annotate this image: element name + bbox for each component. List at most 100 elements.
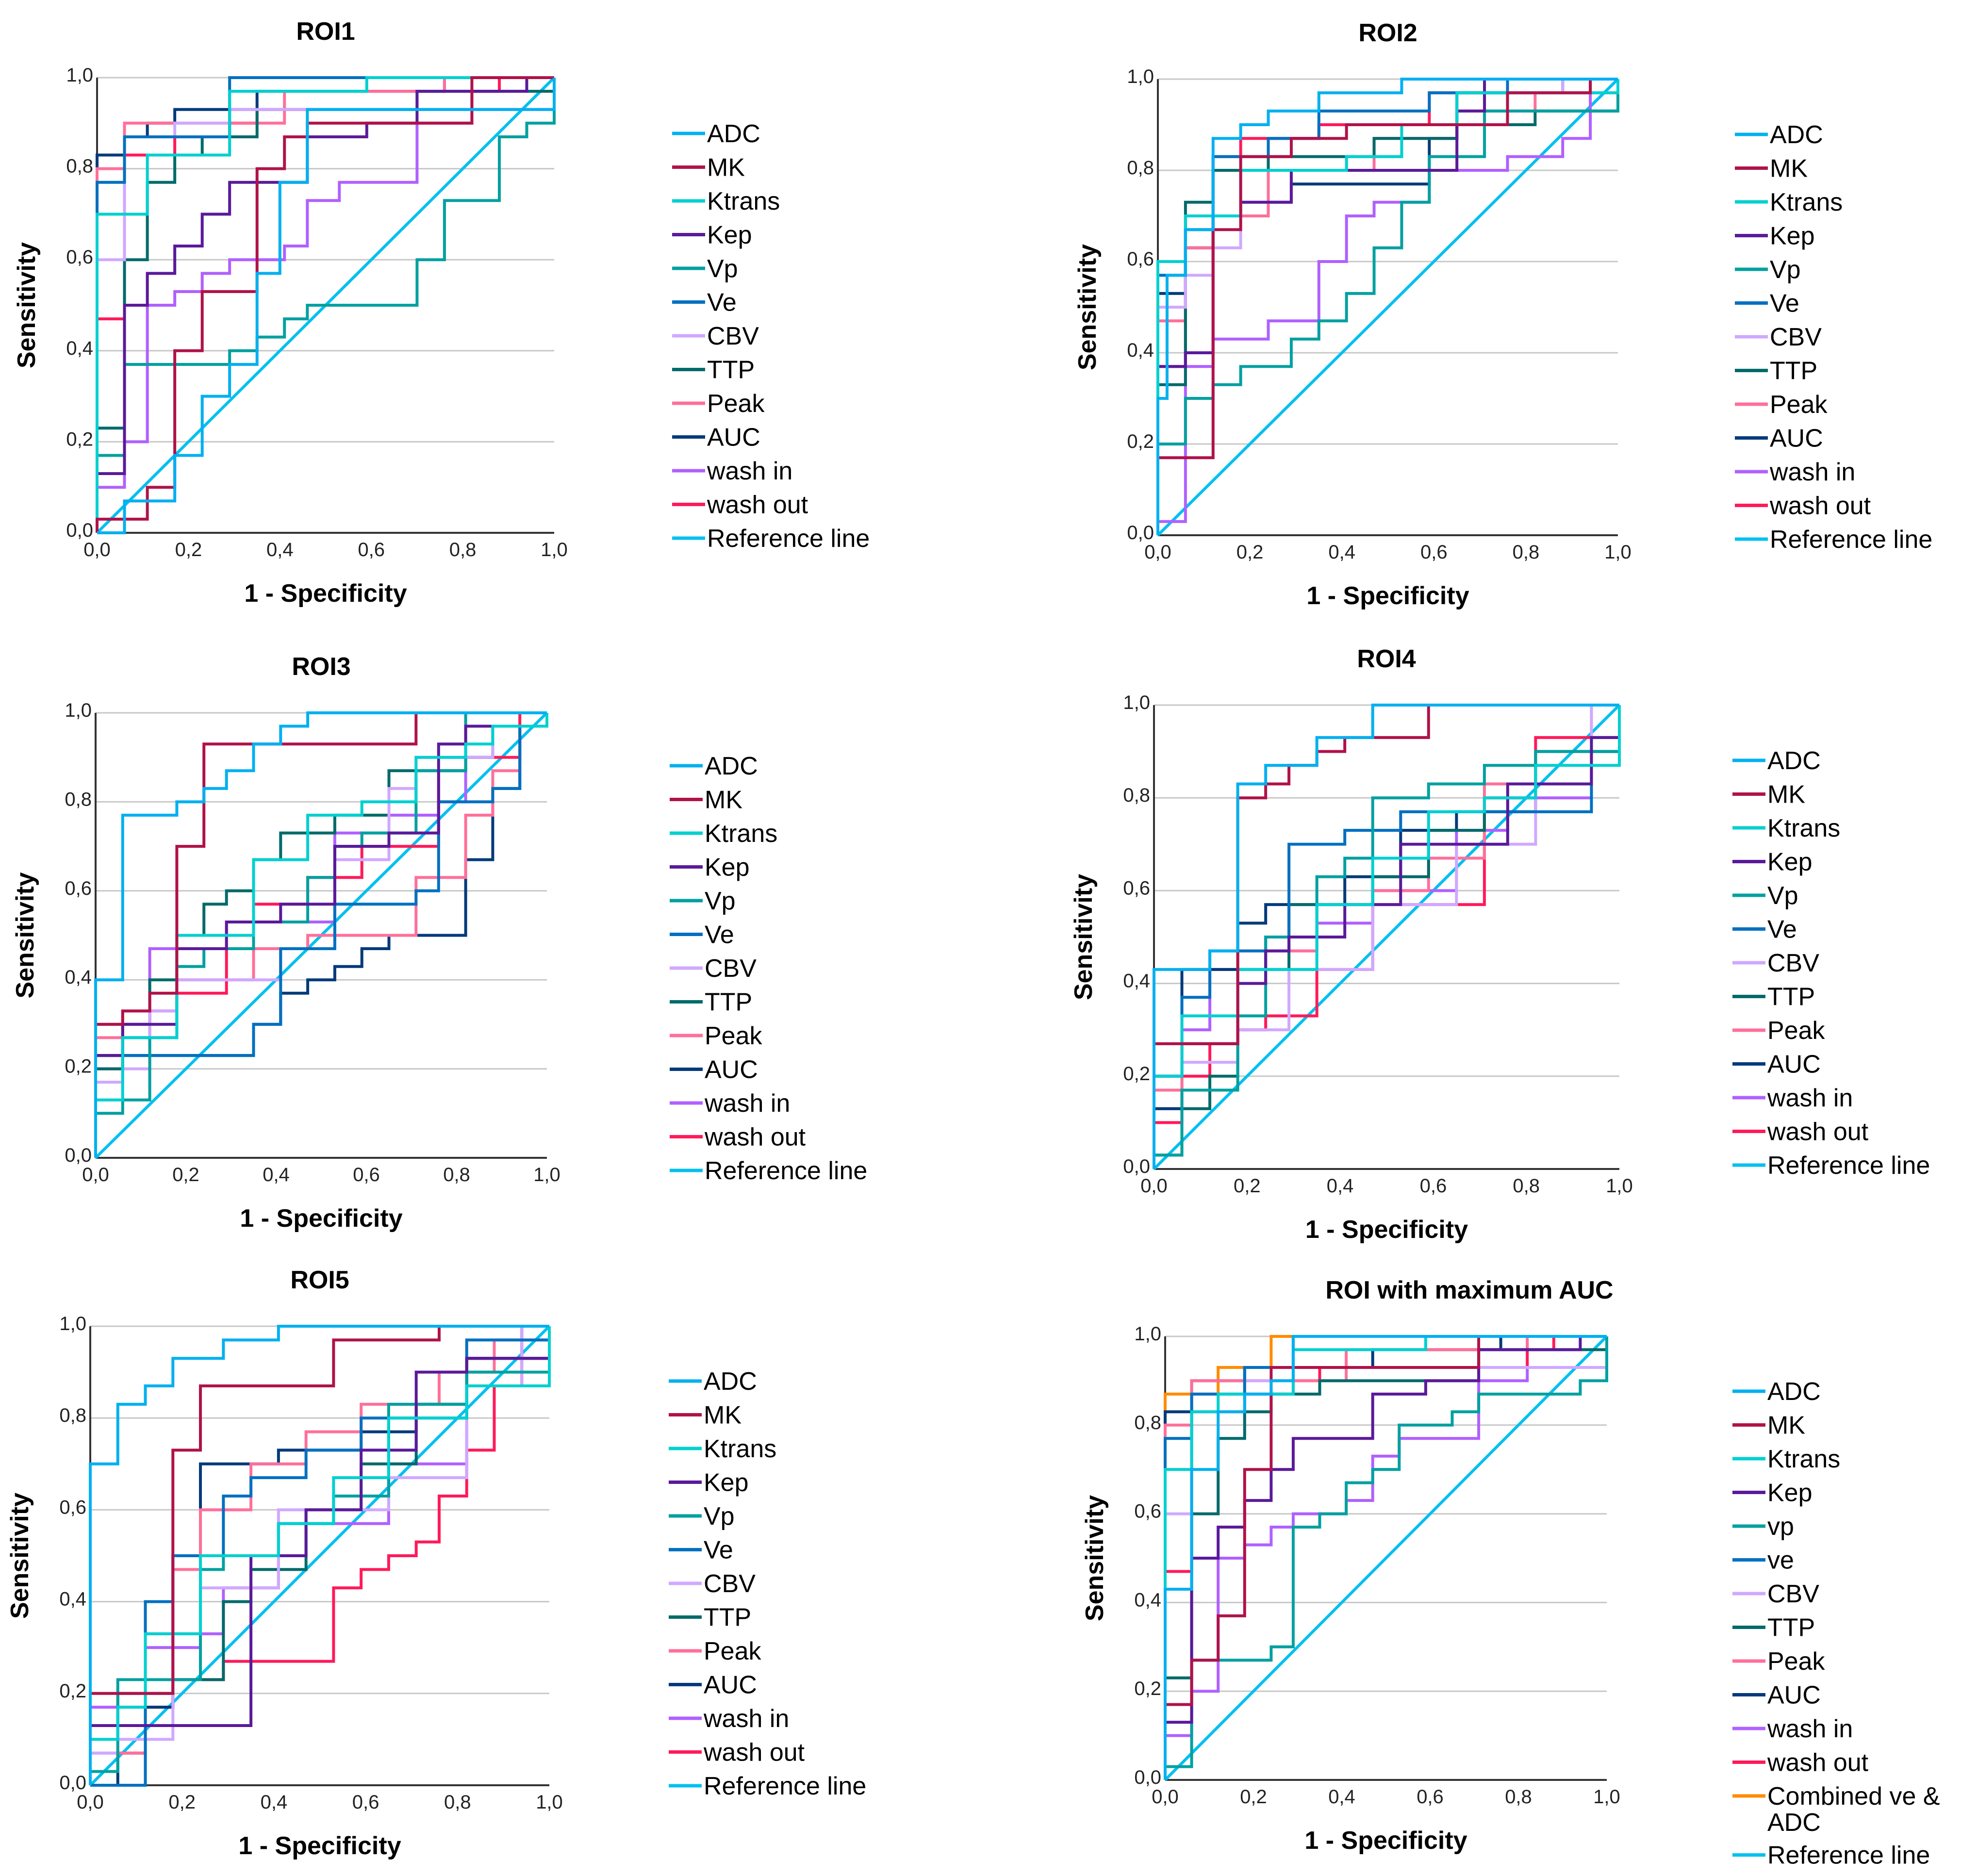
legend-label: Combined ve & — [1767, 1782, 1940, 1810]
roc-curve-ktrans — [94, 713, 548, 1158]
legend-label: Reference line — [707, 525, 870, 553]
roc-curve-vp — [1156, 79, 1619, 535]
y-tick-label: 0,8 — [1123, 785, 1150, 806]
legend-label: ADC — [1767, 1378, 1821, 1406]
legend-item: CBV — [670, 954, 757, 983]
legend-label: MK — [707, 154, 745, 182]
legend-label: Reference line — [1767, 1152, 1930, 1180]
roc-curve-ktrans — [1153, 705, 1621, 1169]
y-tick-label: 0,2 — [1127, 431, 1154, 452]
legend-item: Peak — [670, 1022, 763, 1050]
y-tick-label: 1,0 — [65, 700, 92, 721]
legend-label: ADC — [707, 120, 760, 148]
legend-item: Vp — [1735, 256, 1801, 284]
legend-label: Vp — [1770, 256, 1801, 284]
roc-panel-2: ROI2 0,0 0,2 0,4 0,6 0,8 1,0 0,0 0,2 0,4 0,6 0,8 1,0… — [1073, 19, 1932, 610]
roc-curve-adc — [94, 711, 547, 1158]
legend-item: wash out — [1732, 1118, 1869, 1146]
legend-item-reference: Reference line — [672, 525, 870, 553]
legend-label: AUC — [707, 424, 760, 452]
roc-curve-mk — [94, 711, 547, 1158]
x-axis-label: 1 - Specificity — [244, 579, 407, 608]
x-tick-label: 1,0 — [1604, 542, 1631, 563]
legend-item: CBV — [672, 322, 759, 350]
legend-label: Vp — [707, 255, 738, 283]
x-tick-label: 0,0 — [77, 1792, 104, 1813]
y-axis-label: Sensitivity — [1073, 244, 1102, 370]
roc-panel-4: ROI4 0,0 0,2 0,4 0,6 0,8 1,0 0,0 0,2 0,4 0,6 0,8 1,0… — [1070, 645, 1930, 1244]
y-axis-label: Sensitivity — [1070, 874, 1098, 1000]
roc-curve-ktrans — [1156, 79, 1619, 535]
x-tick-label: 0,4 — [266, 539, 294, 560]
legend-label: Ktrans — [704, 1435, 776, 1463]
legend-label: Vp — [705, 887, 736, 915]
y-tick-label: 0,6 — [1127, 248, 1154, 270]
x-axis-label: 1 - Specificity — [240, 1204, 402, 1233]
legend-label: vp — [1767, 1513, 1794, 1541]
legend-label: Kep — [1770, 222, 1815, 250]
legend-item: Vp — [669, 1502, 735, 1530]
roc-curve-adc — [1153, 704, 1619, 1169]
legend-item: TTP — [669, 1604, 751, 1632]
roc-curve-ktrans — [1164, 1335, 1607, 1780]
legend-label: wash in — [707, 457, 792, 485]
legend-item: Ve — [1735, 290, 1799, 318]
legend-item: wash out — [670, 1123, 806, 1152]
x-axis-label: 1 - Specificity — [238, 1832, 401, 1860]
legend-item: ve — [1732, 1547, 1794, 1575]
x-tick-label: 0,2 — [172, 1164, 199, 1185]
y-tick-label: 0,6 — [1134, 1501, 1161, 1522]
legend-item: MK — [1735, 155, 1808, 183]
chart-title: ROI5 — [290, 1266, 349, 1294]
x-tick-label: 0,0 — [82, 1164, 109, 1185]
x-tick-label: 0,6 — [1420, 1175, 1447, 1197]
legend: ADC MK Ktrans Kep Vp Ve CBV TTP Peak AUC wash in wa… — [1732, 747, 1930, 1180]
legend-item: MK — [672, 154, 745, 182]
x-tick-label: 1,0 — [533, 1164, 560, 1185]
legend-label: MK — [1767, 1412, 1805, 1440]
roc-curve-kep — [94, 713, 548, 1158]
x-tick-label: 0,4 — [1328, 542, 1355, 563]
y-tick-label: 0,0 — [59, 1772, 86, 1794]
x-tick-label: 0,8 — [1513, 1175, 1540, 1197]
legend-item: Ve — [670, 921, 734, 949]
legend-item: Kep — [672, 221, 752, 249]
legend-item: ADC — [1735, 121, 1823, 149]
x-tick-label: 0,2 — [168, 1792, 196, 1813]
roc-curve-ve — [1153, 705, 1621, 1169]
legend-item: wash in — [669, 1705, 789, 1733]
legend-item: AUC — [670, 1056, 758, 1084]
legend-item: Ve — [669, 1536, 733, 1564]
chart-title: ROI4 — [1357, 645, 1416, 673]
legend-item: ADC — [669, 1367, 757, 1396]
legend-label: AUC — [1770, 425, 1823, 453]
legend-label: Peak — [707, 390, 765, 418]
roc-curve-vp — [96, 78, 556, 533]
y-tick-label: 0,0 — [1134, 1767, 1161, 1788]
x-tick-label: 0,2 — [175, 539, 202, 560]
legend-item: wash in — [1732, 1715, 1853, 1743]
legend-label: MK — [704, 1401, 742, 1430]
roc-curve-kep — [89, 1326, 551, 1785]
legend-label: Kep — [705, 854, 750, 882]
roc-curve-adc — [1164, 1335, 1607, 1780]
legend-label: Peak — [1767, 1647, 1826, 1676]
y-tick-label: 0,6 — [59, 1497, 86, 1518]
x-tick-label: 0,6 — [1417, 1786, 1444, 1808]
legend-label: MK — [1767, 781, 1805, 809]
legend-label: AUC — [705, 1056, 758, 1084]
x-tick-label: 1,0 — [541, 539, 568, 560]
legend-item: TTP — [670, 988, 752, 1017]
legend-item: Combined ve &ADC — [1732, 1782, 1940, 1837]
x-axis-label: 1 - Specificity — [1306, 582, 1469, 610]
legend-item: Ktrans — [1732, 1445, 1840, 1473]
x-tick-label: 0,0 — [1140, 1175, 1168, 1197]
roc-panel-6: ROI with maximum AUC 0,0 0,2 0,4 0,6 0,8 1,0 0,… — [1081, 1276, 1940, 1870]
legend-label: CBV — [1767, 1580, 1819, 1608]
x-tick-label: 0,4 — [1327, 1175, 1354, 1197]
legend-item: Vp — [1732, 882, 1798, 910]
y-tick-label: 0,4 — [1127, 340, 1154, 361]
legend-item: CBV — [1732, 1580, 1819, 1608]
roc-curve-mk — [1164, 1335, 1607, 1780]
